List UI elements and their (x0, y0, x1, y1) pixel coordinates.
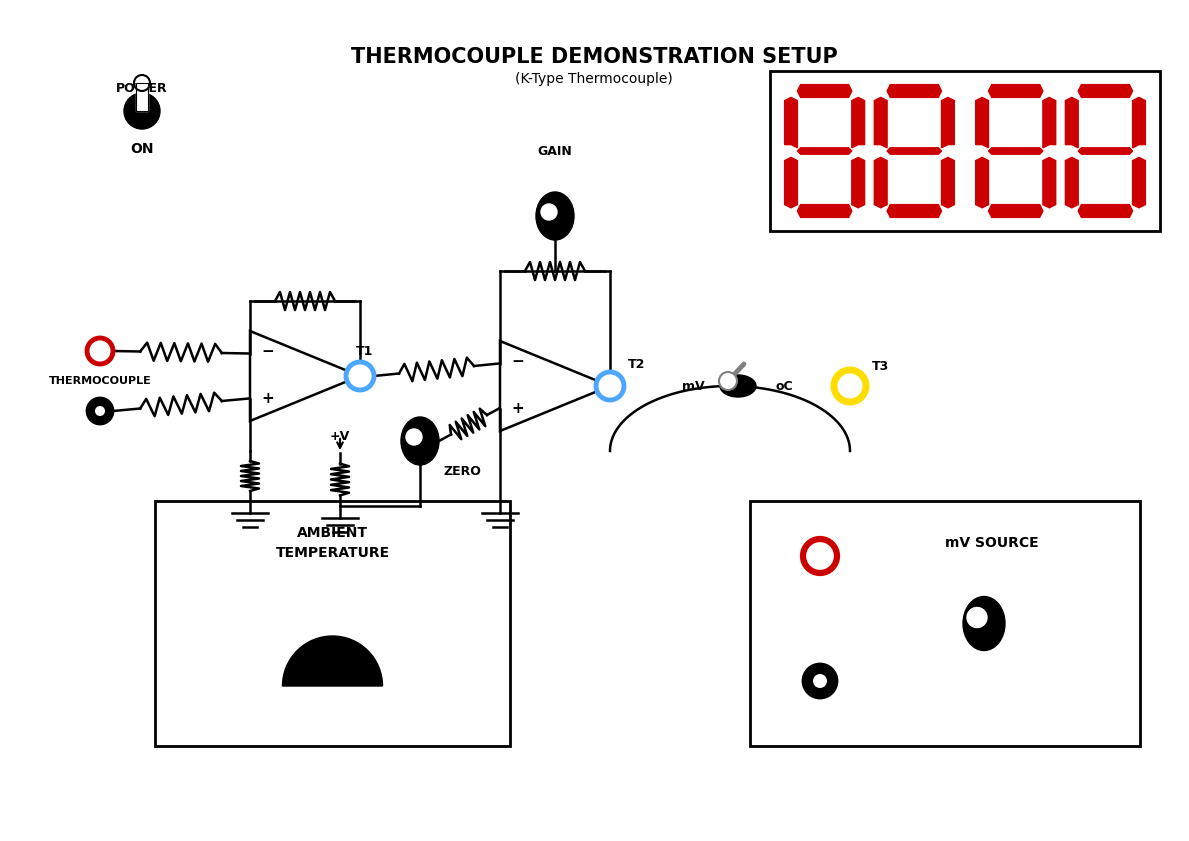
Text: THERMOCOUPLE DEMONSTRATION SETUP: THERMOCOUPLE DEMONSTRATION SETUP (351, 47, 837, 67)
Text: mV: mV (682, 379, 705, 393)
Polygon shape (851, 98, 864, 148)
Polygon shape (887, 148, 942, 154)
Polygon shape (1078, 148, 1133, 154)
Text: ZERO: ZERO (443, 464, 480, 478)
Circle shape (541, 204, 556, 220)
Text: ON: ON (131, 142, 153, 156)
Circle shape (719, 372, 737, 390)
Polygon shape (988, 148, 1043, 154)
Text: oC: oC (776, 379, 793, 393)
Ellipse shape (963, 596, 1005, 650)
Circle shape (596, 372, 624, 400)
Ellipse shape (536, 192, 574, 240)
Polygon shape (1133, 157, 1145, 208)
Polygon shape (1133, 98, 1145, 148)
Circle shape (813, 674, 828, 688)
Bar (750, 501, 1140, 746)
Polygon shape (1043, 98, 1056, 148)
Text: AMBIENT
TEMPERATURE: AMBIENT TEMPERATURE (276, 526, 390, 560)
Polygon shape (1078, 204, 1133, 218)
Polygon shape (887, 85, 942, 98)
Text: −: − (511, 354, 524, 369)
Polygon shape (874, 98, 887, 148)
Circle shape (95, 406, 105, 416)
Bar (136, 83, 147, 111)
Polygon shape (798, 204, 851, 218)
Text: POWER: POWER (117, 82, 168, 94)
Polygon shape (851, 157, 864, 208)
Polygon shape (785, 98, 798, 148)
Polygon shape (798, 148, 851, 154)
Text: T2: T2 (628, 357, 646, 371)
Polygon shape (942, 157, 955, 208)
Circle shape (87, 398, 113, 424)
Text: mV SOURCE: mV SOURCE (945, 536, 1039, 550)
Circle shape (967, 607, 987, 627)
Polygon shape (976, 98, 988, 148)
Wedge shape (283, 636, 383, 686)
Polygon shape (976, 157, 988, 208)
Bar (155, 501, 510, 746)
Polygon shape (988, 85, 1043, 98)
Text: −: − (262, 344, 275, 359)
Ellipse shape (401, 417, 439, 465)
Ellipse shape (721, 375, 756, 397)
Circle shape (803, 664, 837, 698)
Polygon shape (1078, 85, 1133, 98)
Text: (K-Type Thermocouple): (K-Type Thermocouple) (515, 72, 673, 86)
Polygon shape (1065, 157, 1078, 208)
Circle shape (87, 338, 113, 364)
Circle shape (833, 370, 866, 402)
Text: +V: +V (329, 430, 350, 442)
Polygon shape (887, 204, 942, 218)
Circle shape (124, 93, 161, 129)
Polygon shape (798, 85, 851, 98)
Polygon shape (1065, 98, 1078, 148)
Text: THERMOCOUPLE: THERMOCOUPLE (49, 376, 151, 386)
Circle shape (405, 429, 422, 445)
Circle shape (346, 362, 375, 390)
Text: GAIN: GAIN (537, 145, 572, 157)
Polygon shape (1043, 157, 1056, 208)
Polygon shape (874, 157, 887, 208)
Text: +: + (511, 401, 524, 416)
Polygon shape (988, 204, 1043, 218)
Text: T1: T1 (357, 345, 373, 357)
Bar (770, 71, 1160, 231)
Text: T3: T3 (872, 359, 889, 373)
Polygon shape (785, 157, 798, 208)
Bar (136, 83, 147, 111)
Polygon shape (942, 98, 955, 148)
Circle shape (803, 539, 837, 573)
Text: +: + (262, 391, 275, 406)
